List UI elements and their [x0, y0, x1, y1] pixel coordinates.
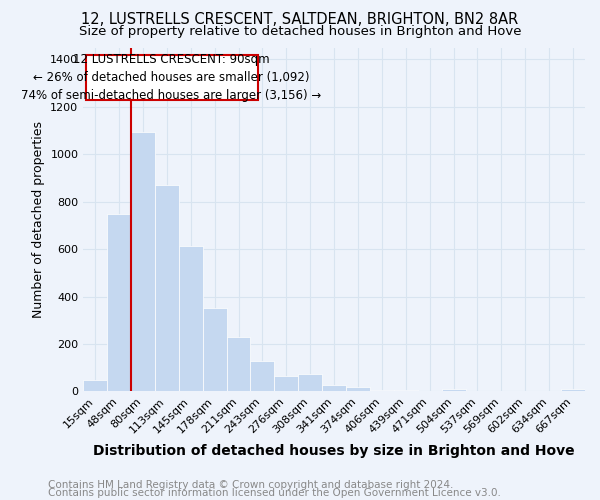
Bar	[346, 386, 370, 392]
Bar	[442, 389, 466, 392]
Y-axis label: Number of detached properties: Number of detached properties	[32, 121, 44, 318]
Bar	[131, 132, 155, 392]
Text: Contains public sector information licensed under the Open Government Licence v3: Contains public sector information licen…	[48, 488, 501, 498]
Bar	[203, 308, 227, 392]
Bar	[298, 374, 322, 392]
Bar	[394, 390, 418, 392]
Text: 12, LUSTRELLS CRESCENT, SALTDEAN, BRIGHTON, BN2 8AR: 12, LUSTRELLS CRESCENT, SALTDEAN, BRIGHT…	[82, 12, 518, 28]
Bar	[227, 337, 250, 392]
Bar	[561, 389, 585, 392]
Bar	[107, 214, 131, 392]
Bar	[83, 380, 107, 392]
Text: Size of property relative to detached houses in Brighton and Hove: Size of property relative to detached ho…	[79, 25, 521, 38]
Bar	[370, 390, 394, 392]
Bar	[179, 246, 203, 392]
Text: 12 LUSTRELLS CRESCENT: 90sqm
← 26% of detached houses are smaller (1,092)
74% of: 12 LUSTRELLS CRESCENT: 90sqm ← 26% of de…	[22, 52, 322, 102]
Bar	[274, 376, 298, 392]
Bar	[322, 386, 346, 392]
X-axis label: Distribution of detached houses by size in Brighton and Hove: Distribution of detached houses by size …	[93, 444, 575, 458]
Bar	[155, 185, 179, 392]
FancyBboxPatch shape	[86, 54, 257, 100]
Text: Contains HM Land Registry data © Crown copyright and database right 2024.: Contains HM Land Registry data © Crown c…	[48, 480, 454, 490]
Bar	[250, 360, 274, 392]
